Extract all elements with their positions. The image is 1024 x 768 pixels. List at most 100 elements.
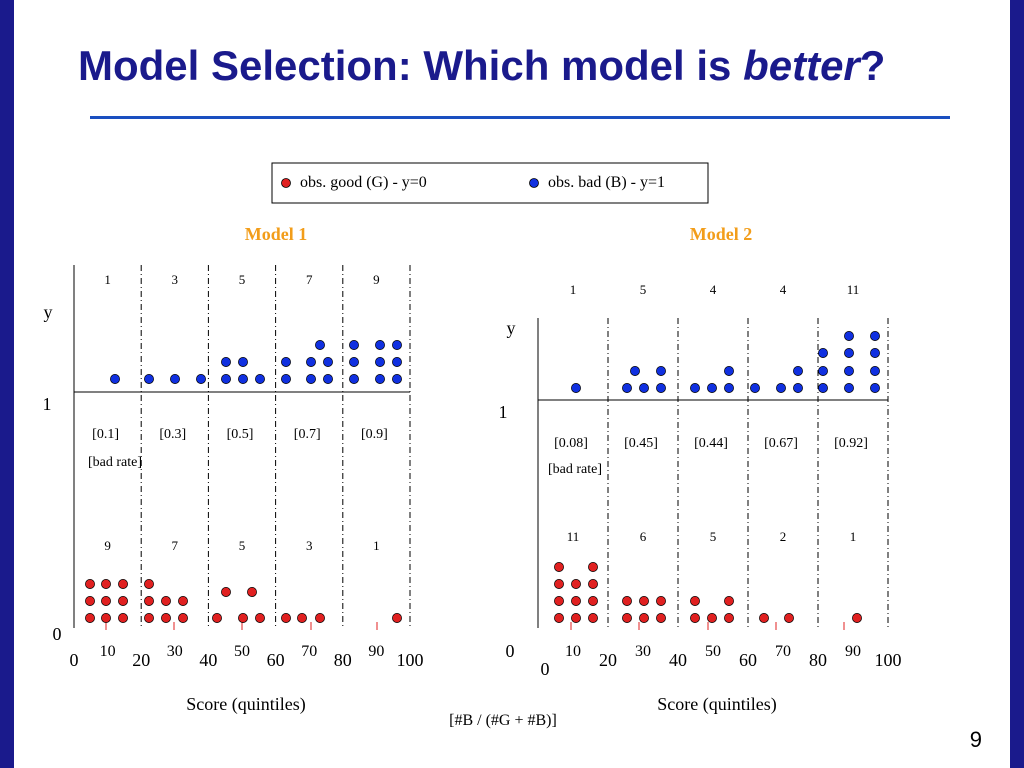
model1-x-tick-100: 100 (397, 650, 424, 670)
model1-good-point-q3-1 (221, 587, 231, 597)
model2-good-count-q1: 11 (567, 529, 580, 544)
model1-good-point-q2-1 (144, 579, 154, 589)
model2-good-point-q2-2 (639, 596, 649, 606)
model2-bad-count-q2: 5 (640, 282, 647, 297)
model2-good-point-q2-6 (656, 613, 666, 623)
model1-good-point-q1-4 (85, 596, 95, 606)
model1-x-tick-80: 80 (334, 650, 352, 670)
model2-x-mid-70: 70 (775, 643, 791, 660)
model1-good-count-q3: 5 (239, 538, 246, 553)
model2-title: Model 2 (690, 224, 753, 244)
model1-bad-point-q4-3 (306, 357, 316, 367)
model1-x-mid-10: 10 (100, 643, 116, 660)
model2-bad-point-q2-3 (622, 383, 632, 393)
bad-rate-definition: [#B / (#G + #B)] (449, 712, 557, 729)
model2-bad-point-q1-1 (571, 383, 581, 393)
model2-x-label: Score (quintiles) (657, 694, 776, 715)
model2-good-point-q1-5 (588, 579, 598, 589)
model1-x-tick-20: 20 (132, 650, 150, 670)
model2-bad-point-q5-5 (870, 348, 880, 358)
model1-bad-point-q4-7 (323, 374, 333, 384)
model2-good-point-q1-3 (554, 579, 564, 589)
model1-y-label: y (44, 302, 53, 322)
model1-good-point-q1-7 (85, 613, 95, 623)
model1-bad-point-q4-2 (281, 357, 291, 367)
model2-bad-point-q4-1 (793, 366, 803, 376)
model1-good-point-q2-7 (178, 613, 188, 623)
model1-bad-rate-q3: [0.5] (227, 427, 254, 442)
model1-bad-point-q5-2 (375, 340, 385, 350)
model2-bad-rate-q5: [0.92] (834, 436, 868, 451)
model1-good-point-q1-6 (118, 596, 128, 606)
model2-bad-rate-q3: [0.44] (694, 436, 728, 451)
model1-bad-rate-q5: [0.9] (361, 427, 388, 442)
model1-bad-point-q5-8 (375, 374, 385, 384)
model2-good-point-q1-4 (571, 579, 581, 589)
model1-good-point-q3-2 (247, 587, 257, 597)
model1-bad-point-q2-3 (196, 374, 206, 384)
model1-y-tick-1: 1 (43, 394, 52, 414)
model1-good-point-q1-9 (118, 613, 128, 623)
model1-bad-point-q5-5 (375, 357, 385, 367)
model1-bad-point-q2-2 (170, 374, 180, 384)
model2-good-point-q1-2 (588, 562, 598, 572)
model2-bad-point-q5-1 (844, 331, 854, 341)
model1-good-point-q2-5 (144, 613, 154, 623)
model1-bad-count-q2: 3 (172, 272, 179, 287)
model2-x-tick-80: 80 (809, 650, 827, 670)
model2-x-tick-100: 100 (875, 650, 902, 670)
model2-good-point-q3-1 (690, 596, 700, 606)
model2-good-point-q2-4 (622, 613, 632, 623)
model2-bad-point-q5-2 (870, 331, 880, 341)
model1-bad-point-q4-6 (306, 374, 316, 384)
model1-bad-point-q4-1 (315, 340, 325, 350)
model1-good-point-q1-5 (101, 596, 111, 606)
legend-bad-label: obs. bad (B) - y=1 (548, 174, 665, 191)
model2-bad-point-q3-2 (690, 383, 700, 393)
model1-bad-rate-q2: [0.3] (159, 427, 186, 442)
model2-good-point-q1-6 (554, 596, 564, 606)
model1-good-point-q4-2 (297, 613, 307, 623)
model1-x-mid-30: 30 (167, 643, 183, 660)
model2-y-tick-1: 1 (499, 402, 508, 422)
model2-bad-point-q2-4 (639, 383, 649, 393)
model1-bad-point-q5-9 (392, 374, 402, 384)
model1-good-point-q2-4 (178, 596, 188, 606)
model1-good-point-q5-1 (392, 613, 402, 623)
model1-bad-point-q4-5 (281, 374, 291, 384)
model2-good-point-q1-8 (588, 596, 598, 606)
model2-x-mid-30: 30 (635, 643, 651, 660)
model1-bad-point-q3-4 (238, 374, 248, 384)
model2-x-mid-10: 10 (565, 643, 581, 660)
model1-bad-count-q4: 7 (306, 272, 313, 287)
model1-good-count-q5: 1 (373, 538, 380, 553)
model2-bad-count-q5: 11 (847, 282, 860, 297)
model1-good-point-q2-2 (144, 596, 154, 606)
model2-x-mid-50: 50 (705, 643, 721, 660)
model1-bad-count-q1: 1 (104, 272, 111, 287)
model2-x-mid-90: 90 (845, 643, 861, 660)
model2-bad-point-q5-3 (818, 348, 828, 358)
title-underline (90, 116, 950, 119)
model2-bad-point-q5-7 (844, 366, 854, 376)
model2-x-tick-40: 40 (669, 650, 687, 670)
model1-good-count-q1: 9 (104, 538, 111, 553)
model1-good-point-q1-8 (101, 613, 111, 623)
model2-bad-point-q4-4 (793, 383, 803, 393)
model2-bad-rate-q1: [0.08] (554, 436, 588, 451)
model1-x-tick-60: 60 (267, 650, 285, 670)
model1-bad-count-q3: 5 (239, 272, 246, 287)
model1-bad-point-q5-1 (349, 340, 359, 350)
model2-good-point-q4-2 (784, 613, 794, 623)
model1-good-point-q3-3 (212, 613, 222, 623)
legend-box (271, 162, 709, 204)
model1-good-point-q4-3 (315, 613, 325, 623)
model2-good-point-q1-1 (554, 562, 564, 572)
title-emphasis: better (743, 42, 860, 89)
model1-good-point-q2-3 (161, 596, 171, 606)
model1-good-point-q2-6 (161, 613, 171, 623)
model1-title: Model 1 (245, 224, 308, 244)
model1-bad-point-q4-4 (323, 357, 333, 367)
model2-bad-point-q5-10 (844, 383, 854, 393)
